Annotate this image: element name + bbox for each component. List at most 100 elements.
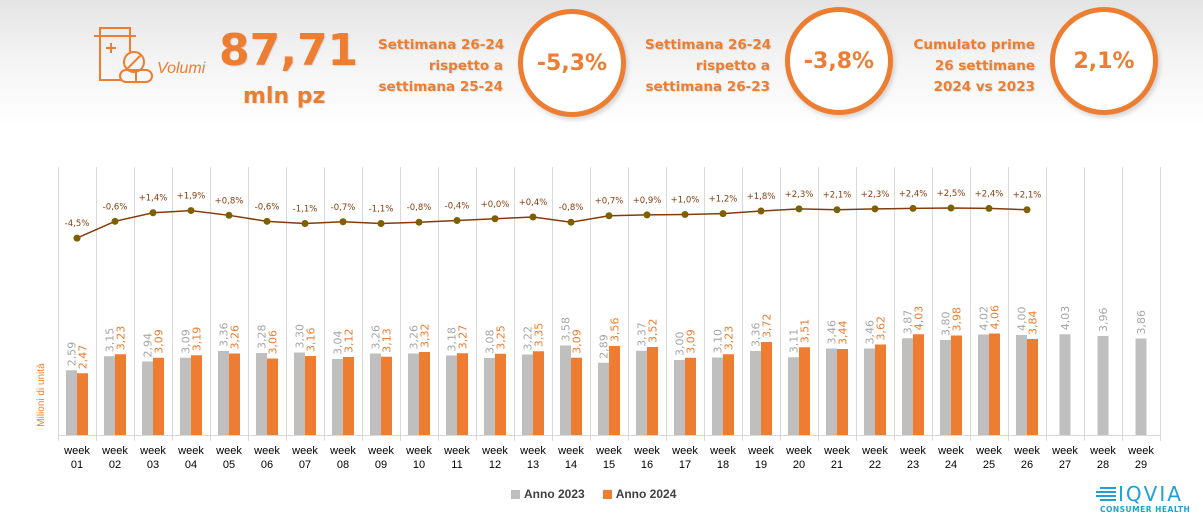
bar-2024 <box>647 347 658 435</box>
variation-point <box>719 210 727 218</box>
variation-label: +0,8% <box>215 196 244 206</box>
comparison-3-circle: 2,1% <box>1050 7 1158 115</box>
comparison-2-line-1: Settimana 26-24 <box>645 37 772 53</box>
variation-point <box>491 215 499 223</box>
x-tick-label: 17 <box>679 459 691 471</box>
variation-label: +1,2% <box>709 195 738 205</box>
x-tick-label: 23 <box>907 459 919 471</box>
bar-2023 <box>180 357 191 435</box>
bar-label-2023: 3,22 <box>522 326 535 351</box>
variation-point <box>73 234 81 242</box>
bar-2024 <box>875 344 886 435</box>
bar-label-2023: 3,36 <box>750 323 763 348</box>
variation-point <box>263 217 271 225</box>
iqvia-logo: IQVIA CONSUMER HEALTH <box>1094 482 1200 514</box>
variation-label: -1,1% <box>369 204 394 214</box>
bar-2023 <box>826 348 837 435</box>
bar-label-2024: 4,06 <box>989 305 1002 330</box>
bar-2023 <box>522 354 533 435</box>
logo-name: IQVIA <box>1118 482 1183 506</box>
bar-label-2024: 3,23 <box>115 326 128 351</box>
comparison-1-value: -5,3% <box>536 50 608 76</box>
bar-2023 <box>864 348 875 435</box>
bar-label-2023: 2,59 <box>66 342 79 367</box>
bar-label-2023: 3,86 <box>1135 310 1148 335</box>
bar-label-2023: 3,26 <box>408 325 421 350</box>
x-tick-label: week <box>1127 445 1154 457</box>
x-tick-label: 13 <box>527 459 539 471</box>
bar-label-2023: 3,80 <box>940 312 953 337</box>
bar-label-2023: 3,08 <box>484 330 497 355</box>
bar-label-2024: 3,52 <box>647 319 660 344</box>
logo-subtitle: CONSUMER HEALTH <box>1100 505 1191 514</box>
bar-label-2024: 3,16 <box>305 328 318 353</box>
x-tick-label: week <box>291 445 318 457</box>
bar-2024 <box>419 352 430 435</box>
variation-point <box>415 218 423 226</box>
bar-label-2023: 3,09 <box>180 329 193 354</box>
x-tick-label: 09 <box>375 459 387 471</box>
bar-label-2024: 3,09 <box>571 329 584 354</box>
bar-label-2024: 3,26 <box>229 325 242 350</box>
variation-label: +2,1% <box>823 191 852 201</box>
variation-label: +2,4% <box>899 189 928 199</box>
kpi-value: 87,71 <box>219 25 359 76</box>
bar-2024 <box>799 347 810 435</box>
x-tick-label: week <box>937 445 964 457</box>
x-tick-label: 19 <box>755 459 767 471</box>
variation-label: -0,6% <box>103 202 128 212</box>
x-tick-label: 18 <box>717 459 729 471</box>
bar-2024 <box>495 353 506 435</box>
variation-point <box>681 210 689 218</box>
variation-point <box>605 212 613 220</box>
bar-label-2024: 3,72 <box>761 314 774 339</box>
comparison-2-value: -3,8% <box>803 48 875 74</box>
variation-point <box>225 211 233 219</box>
variation-label: +0,7% <box>595 197 624 207</box>
x-tick-label: 27 <box>1059 459 1071 471</box>
x-tick-label: 10 <box>413 459 425 471</box>
x-tick-label: 12 <box>489 459 501 471</box>
comparison-1-line-3: settimana 25-24 <box>378 79 504 95</box>
x-tick-label: week <box>519 445 546 457</box>
x-tick-label: week <box>367 445 394 457</box>
bar-2023 <box>1059 334 1071 435</box>
variation-label: +2,3% <box>861 190 890 200</box>
bar-label-2024: 3,51 <box>799 319 812 344</box>
x-tick-label: week <box>443 445 470 457</box>
bar-label-2023: 4,03 <box>1059 306 1072 331</box>
bar-2024 <box>533 351 544 435</box>
bar-2023 <box>902 338 913 435</box>
bar-2023 <box>560 345 571 435</box>
bar-label-2024: 4,03 <box>913 306 926 331</box>
bar-2024 <box>571 357 582 435</box>
bar-label-2024: 2,47 <box>77 345 90 370</box>
bar-2024 <box>343 357 354 435</box>
kpi-header: Volumi 87,71 mln pz Settimana 26-24 risp… <box>0 0 1203 125</box>
bar-2024 <box>305 356 316 435</box>
variation-line <box>76 207 1028 239</box>
bar-label-2023: 2,94 <box>142 333 155 358</box>
bar-2023 <box>1097 336 1109 435</box>
legend-label-2024: Anno 2024 <box>615 487 677 501</box>
bar-label-2024: 3,56 <box>609 318 622 343</box>
variation-point <box>529 213 537 221</box>
bar-2023 <box>294 352 305 435</box>
x-tick-label: week <box>899 445 926 457</box>
variation-label: +1,9% <box>177 192 206 202</box>
x-tick-label: 21 <box>831 459 843 471</box>
bar-label-2023: 3,46 <box>864 320 877 345</box>
bar-2023 <box>1135 338 1147 435</box>
legend-swatch-2023 <box>511 489 520 499</box>
bar-2023 <box>408 353 419 435</box>
x-tick-label: 15 <box>603 459 615 471</box>
x-tick-label: week <box>177 445 204 457</box>
x-tick-label: week <box>329 445 356 457</box>
x-tick-label: 29 <box>1135 459 1147 471</box>
comparison-2-circle: -3,8% <box>785 7 893 115</box>
y-axis-label: Milioni di unità <box>36 363 47 427</box>
comparison-2-label: Settimana 26-24 rispetto a settimana 26-… <box>645 35 772 98</box>
comparison-1-circle: -5,3% <box>518 9 626 117</box>
variation-label: +0,4% <box>519 198 548 208</box>
bar-label-2023: 3,11 <box>788 329 801 354</box>
